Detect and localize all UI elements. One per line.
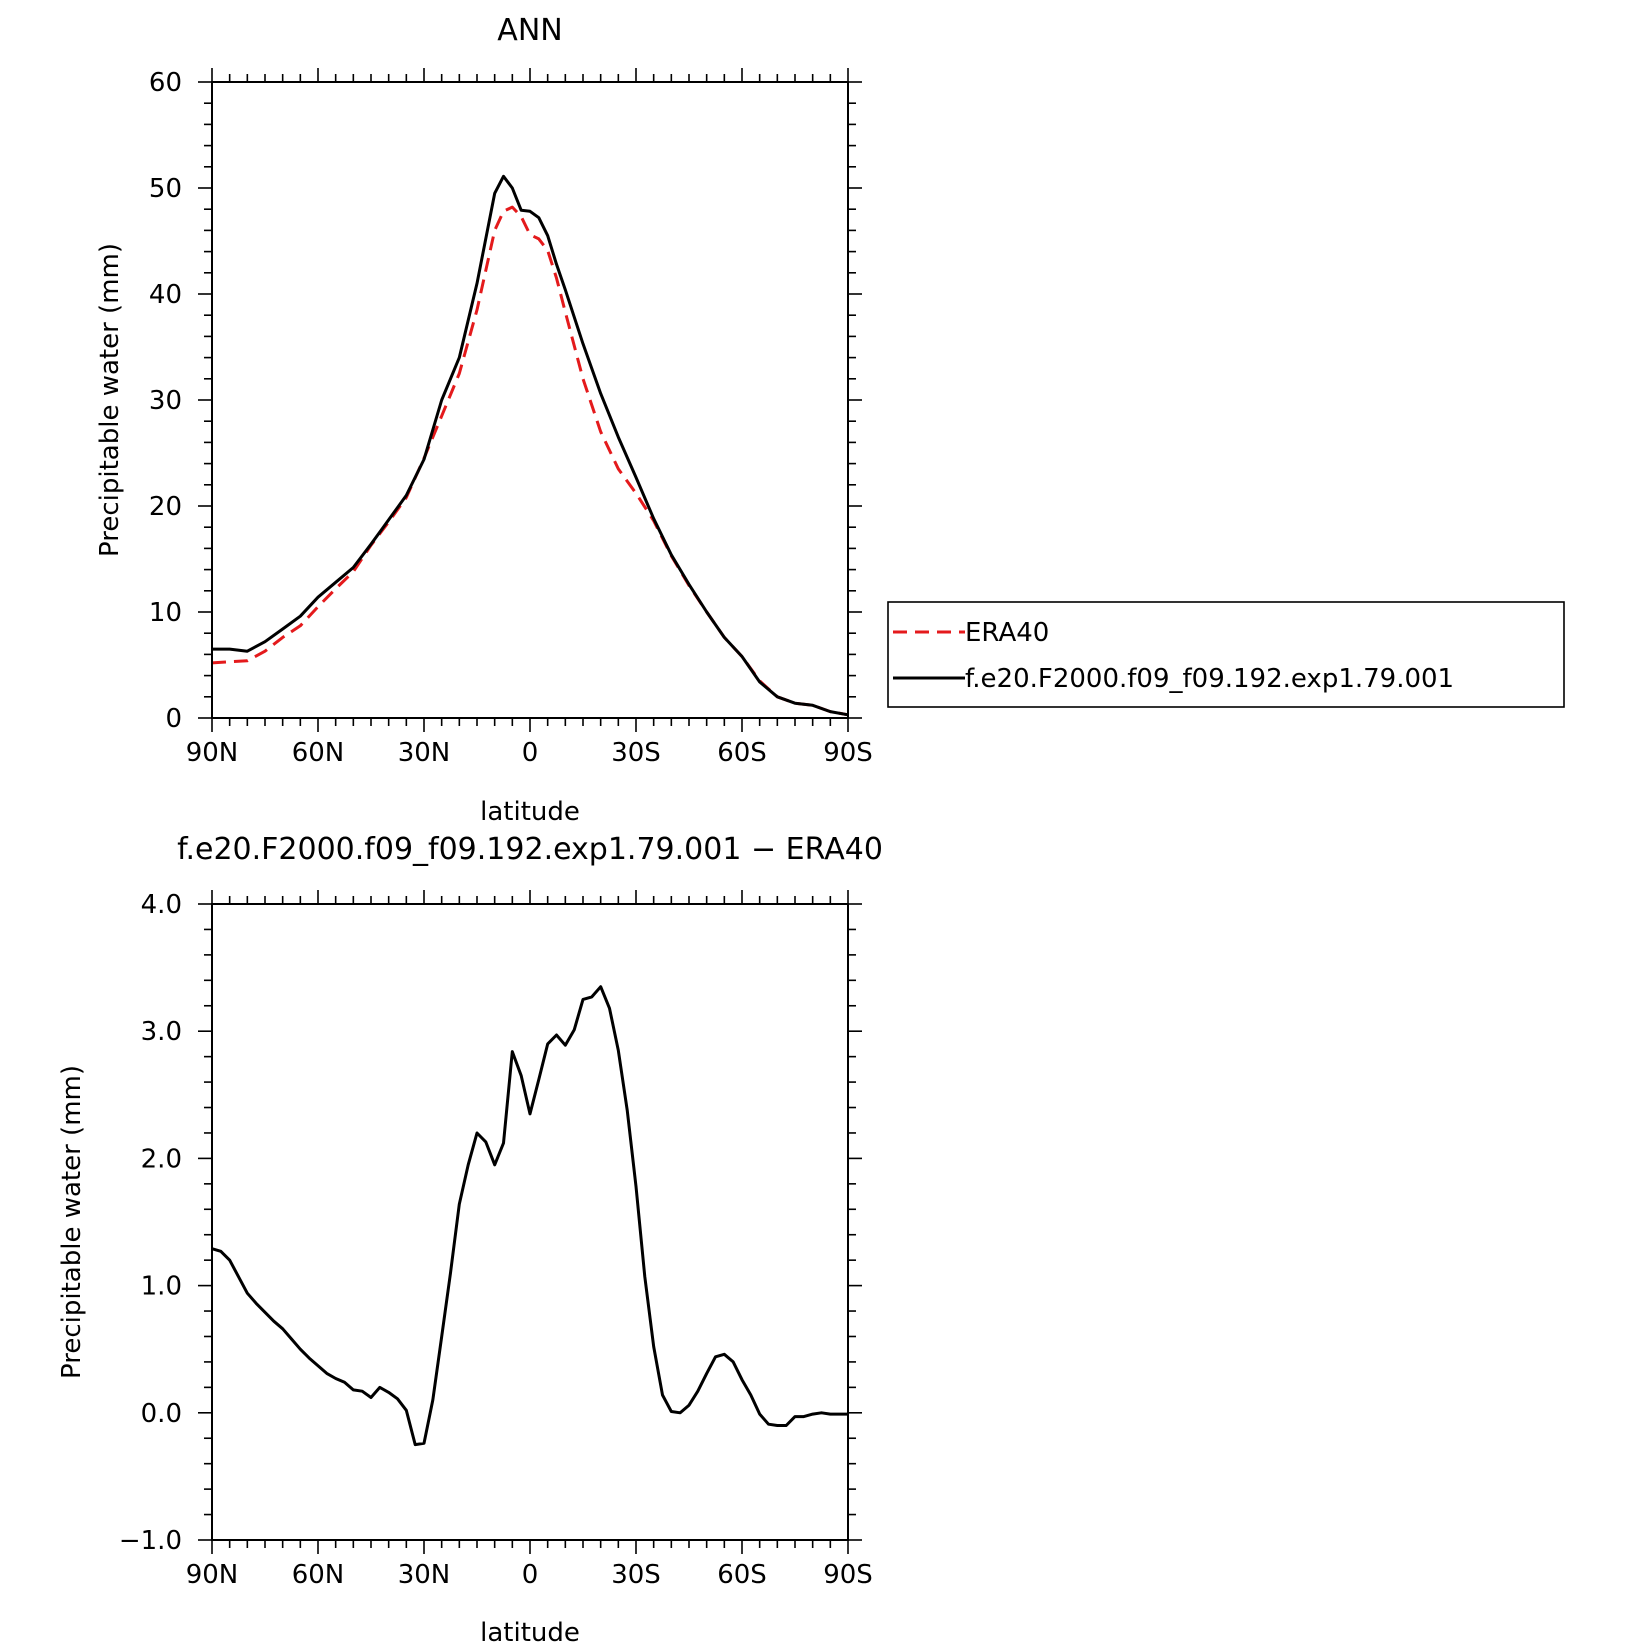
bottom-plot-frame: [211, 903, 849, 1541]
x-tick-label: 60N: [292, 738, 345, 768]
y-tick-label: 60: [149, 68, 182, 98]
bottom-y-tick-labels: −1.0 0.0 1.0 2.0 3.0 4.0: [119, 890, 182, 1556]
series-line-0: [211, 205, 849, 717]
y-tick-label: 40: [149, 280, 182, 310]
top-x-axis-label: latitude: [480, 797, 580, 827]
top-y-axis-label: Precipitable water (mm): [95, 243, 125, 557]
x-tick-label: 0: [522, 738, 539, 768]
x-tick-label: 90N: [186, 738, 239, 768]
y-tick-label: 0.0: [141, 1399, 182, 1429]
x-tick-label: 90S: [823, 1560, 873, 1590]
y-tick-label: 50: [149, 174, 182, 204]
y-tick-label: 0: [165, 704, 182, 734]
x-tick-label: 60S: [717, 738, 767, 768]
bottom-chart-title: f.e20.F2000.f09_f09.192.exp1.79.001 − ER…: [177, 832, 883, 867]
series-line-1: [212, 174, 849, 717]
top-plot-frame: [211, 81, 849, 719]
bottom-x-axis-label: latitude: [480, 1618, 580, 1647]
legend-label-era40: ERA40: [965, 618, 1049, 648]
y-tick-label: 4.0: [141, 890, 182, 920]
y-tick-label: 30: [149, 386, 182, 416]
bottom-x-tick-labels: 90N 60N 30N 0 30S 60S 90S: [186, 1560, 873, 1590]
legend: ERA40 f.e20.F2000.f09_f09.192.exp1.79.00…: [887, 601, 1565, 708]
bottom-series-lines: [211, 985, 848, 1447]
legend-label-model: f.e20.F2000.f09_f09.192.exp1.79.001: [965, 664, 1454, 694]
y-tick-label: 3.0: [141, 1017, 182, 1047]
bottom-axis-ticks: [198, 890, 862, 1554]
legend-box: [887, 601, 1565, 708]
x-tick-label: 30N: [398, 738, 451, 768]
x-tick-label: 30N: [398, 1560, 451, 1590]
top-axis-ticks: [198, 68, 862, 732]
y-tick-label: 1.0: [141, 1272, 182, 1302]
y-tick-label: 10: [149, 598, 182, 628]
y-tick-label: 2.0: [141, 1144, 182, 1174]
x-tick-label: 90N: [186, 1560, 239, 1590]
x-tick-label: 30S: [611, 738, 661, 768]
x-tick-label: 60N: [292, 1560, 345, 1590]
top-chart-title: ANN: [497, 13, 562, 48]
x-tick-label: 90S: [823, 738, 873, 768]
y-tick-label: −1.0: [119, 1526, 182, 1556]
x-tick-label: 30S: [611, 1560, 661, 1590]
top-y-tick-labels: 0 10 20 30 40 50 60: [149, 68, 182, 734]
top-series-lines: [211, 174, 849, 717]
bottom-panel: f.e20.F2000.f09_f09.192.exp1.79.001 − ER…: [57, 832, 883, 1647]
series-line-0: [211, 985, 848, 1447]
x-tick-label: 0: [522, 1560, 539, 1590]
y-tick-label: 20: [149, 492, 182, 522]
bottom-y-axis-label: Precipitable water (mm): [57, 1065, 87, 1379]
top-panel: ANN 90N 60N 30N 0 30S 60S 90S 0 10 20 30 40 50 60 la…: [95, 13, 1565, 827]
x-tick-label: 60S: [717, 1560, 767, 1590]
top-x-tick-labels: 90N 60N 30N 0 30S 60S 90S: [186, 738, 873, 768]
